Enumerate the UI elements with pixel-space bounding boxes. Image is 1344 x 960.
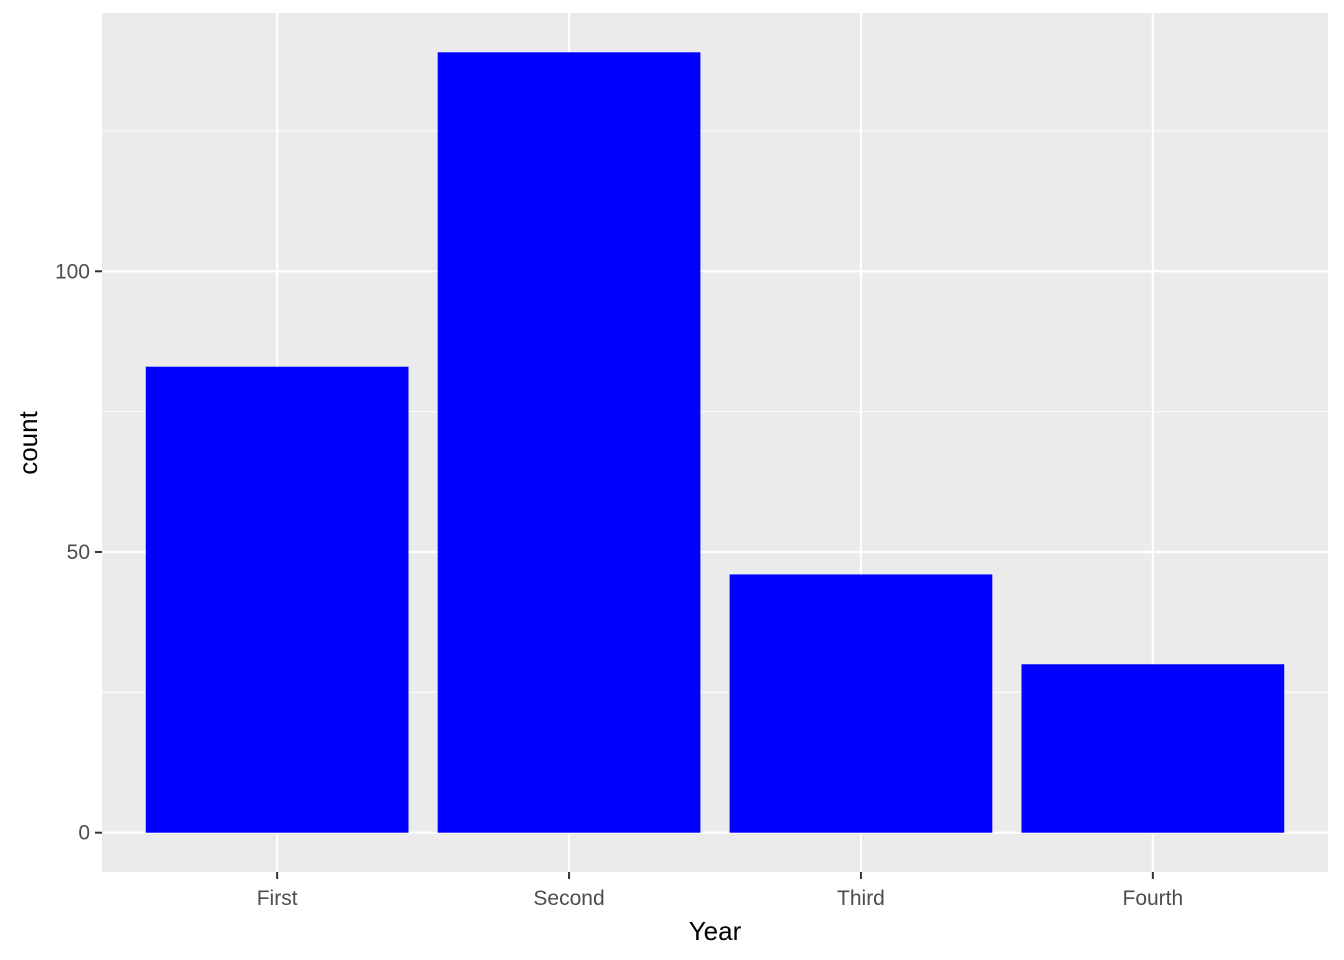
- x-tick-label: Second: [533, 887, 604, 910]
- bar-second: [437, 52, 701, 833]
- x-axis: First Second Third Fourth: [257, 872, 1183, 910]
- y-tick-label: 50: [67, 541, 90, 564]
- bar-third: [729, 574, 993, 833]
- x-tick-label: Third: [837, 887, 885, 910]
- x-axis-title: Year: [689, 916, 742, 946]
- y-axis: 0 50 100: [55, 260, 102, 845]
- bars: [145, 52, 1285, 833]
- x-tick-label: Fourth: [1123, 887, 1184, 910]
- x-tick-label: First: [257, 887, 298, 910]
- bar-fourth: [1021, 664, 1285, 833]
- y-tick-label: 100: [55, 260, 90, 283]
- bar-first: [145, 366, 409, 833]
- y-tick-label: 0: [78, 822, 90, 845]
- y-axis-title: count: [13, 410, 43, 474]
